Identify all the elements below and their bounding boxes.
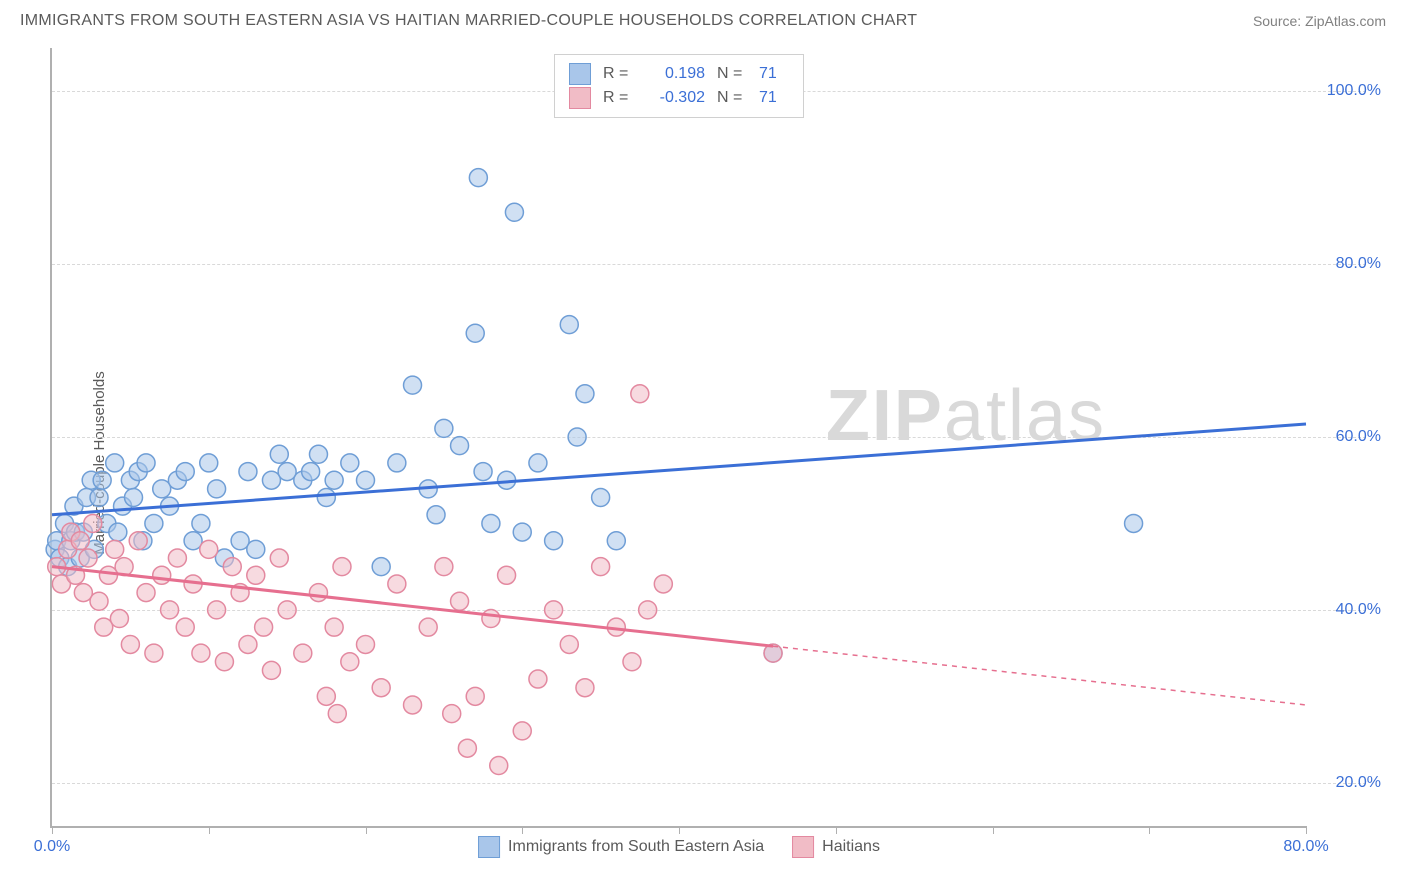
x-tick bbox=[1306, 826, 1307, 834]
r-label: R = bbox=[603, 89, 633, 107]
r-value-1: 0.198 bbox=[645, 65, 705, 83]
n-label: N = bbox=[717, 65, 747, 83]
x-tick bbox=[1149, 826, 1150, 834]
legend-row-series-1: R = 0.198 N = 71 bbox=[569, 63, 789, 85]
legend-row-series-2: R = -0.302 N = 71 bbox=[569, 87, 789, 109]
r-label: R = bbox=[603, 65, 633, 83]
legend-item-1: Immigrants from South Eastern Asia bbox=[478, 836, 764, 858]
series-legend: Immigrants from South Eastern Asia Haiti… bbox=[478, 836, 880, 858]
chart-container: Married-couple Households ZIPatlas R = 0… bbox=[0, 38, 1406, 888]
n-value-2: 71 bbox=[759, 89, 789, 107]
trend-line bbox=[52, 424, 1306, 515]
legend-item-2: Haitians bbox=[792, 836, 880, 858]
n-label: N = bbox=[717, 89, 747, 107]
series-2-name: Haitians bbox=[822, 838, 880, 856]
x-tick-label: 80.0% bbox=[1283, 838, 1328, 856]
x-tick bbox=[679, 826, 680, 834]
swatch-blue bbox=[569, 63, 591, 85]
y-tick-label: 100.0% bbox=[1327, 82, 1381, 100]
series-1-name: Immigrants from South Eastern Asia bbox=[508, 838, 764, 856]
x-tick bbox=[366, 826, 367, 834]
trend-lines bbox=[52, 48, 1306, 826]
plot-area: ZIPatlas R = 0.198 N = 71 R = -0.302 N =… bbox=[50, 48, 1306, 828]
y-tick-label: 80.0% bbox=[1336, 255, 1381, 273]
y-tick-label: 20.0% bbox=[1336, 774, 1381, 792]
x-tick bbox=[836, 826, 837, 834]
correlation-legend: R = 0.198 N = 71 R = -0.302 N = 71 bbox=[554, 54, 804, 118]
trend-line-dashed bbox=[773, 646, 1306, 705]
x-tick bbox=[52, 826, 53, 834]
trend-line-solid bbox=[52, 567, 773, 647]
source-attribution: Source: ZipAtlas.com bbox=[1253, 13, 1386, 29]
swatch-blue bbox=[478, 836, 500, 858]
n-value-1: 71 bbox=[759, 65, 789, 83]
swatch-pink bbox=[569, 87, 591, 109]
y-tick-label: 60.0% bbox=[1336, 428, 1381, 446]
x-tick bbox=[522, 826, 523, 834]
y-tick-label: 40.0% bbox=[1336, 601, 1381, 619]
x-tick bbox=[993, 826, 994, 834]
x-tick-label: 0.0% bbox=[34, 838, 70, 856]
r-value-2: -0.302 bbox=[645, 89, 705, 107]
chart-title: IMMIGRANTS FROM SOUTH EASTERN ASIA VS HA… bbox=[20, 12, 917, 30]
swatch-pink bbox=[792, 836, 814, 858]
x-tick bbox=[209, 826, 210, 834]
